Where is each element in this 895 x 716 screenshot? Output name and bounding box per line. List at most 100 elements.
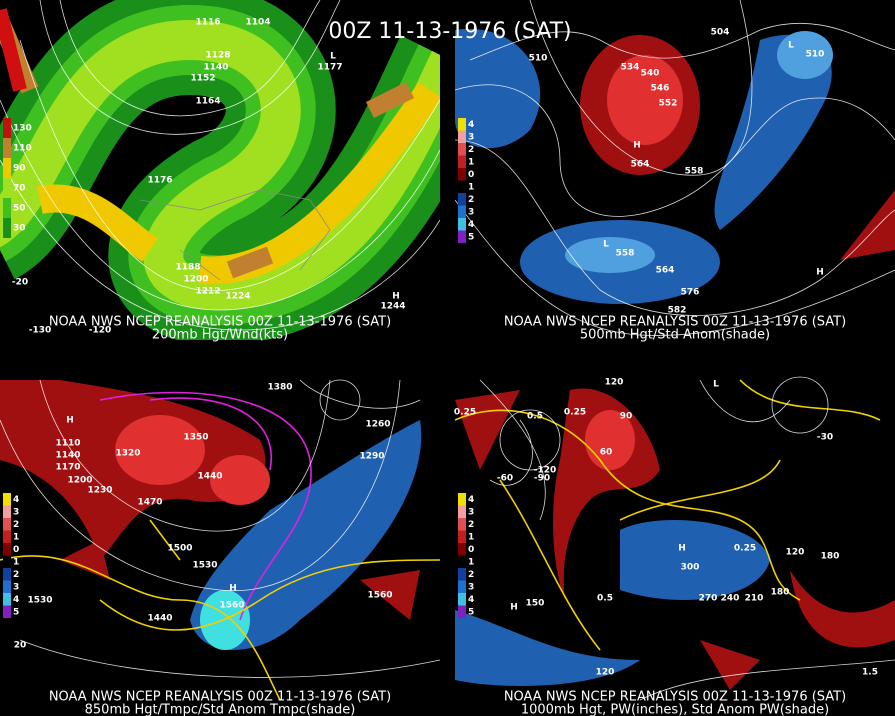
contour-label: 1440 — [197, 472, 222, 482]
contour-label: L — [788, 41, 794, 51]
contour-label: 1200 — [67, 476, 92, 486]
legend-swatch — [3, 505, 11, 518]
contour-label: 300 — [681, 563, 700, 573]
contour-label: 510 — [806, 50, 825, 60]
legend-swatch — [458, 543, 466, 556]
contour-label: 120 — [786, 548, 805, 558]
contour-label: H — [816, 268, 824, 278]
legend-label: 2 — [468, 145, 474, 155]
contour-label: 1560 — [367, 591, 392, 601]
legend-swatch — [458, 580, 466, 593]
legend-swatch — [3, 605, 11, 618]
caption-line-2: 200mb Hgt/Wnd(kts) — [152, 328, 288, 343]
contour-label: 270 — [699, 594, 718, 604]
legend-label: 70 — [13, 184, 26, 194]
legend-label: 4 — [468, 220, 474, 230]
contour-label: 120 — [605, 378, 624, 388]
contour-label: H — [678, 544, 686, 554]
legend-label: 0 — [468, 170, 474, 180]
contour-label: 504 — [711, 28, 730, 38]
legend-label: 1 — [468, 182, 474, 192]
contour-label: 534 — [621, 63, 640, 73]
contour-label: 0.25 — [454, 408, 476, 418]
contour-label: 210 — [745, 594, 764, 604]
legend-swatch — [458, 605, 466, 618]
contour-label: 582 — [668, 306, 687, 316]
contour-label: 1200 — [183, 275, 208, 285]
contour-label: 1110 — [55, 439, 80, 449]
caption-line-2: 500mb Hgt/Std Anom(shade) — [580, 328, 770, 343]
contour-label: 1290 — [359, 452, 384, 462]
annotations: NOAA NWS NCEP REANALYSIS 00Z 11-13-1976 … — [3, 18, 878, 716]
contour-label: L — [713, 380, 719, 390]
legend-swatch — [3, 218, 11, 238]
contour-label: 0.5 — [597, 594, 613, 604]
legend-label: 3 — [468, 132, 474, 142]
contour-label: 1140 — [203, 63, 228, 73]
contour-label: -20 — [12, 278, 28, 288]
legend-swatch — [458, 193, 466, 206]
contour-label: 546 — [651, 84, 670, 94]
legend-swatch — [458, 118, 466, 131]
legend-swatch — [3, 593, 11, 606]
legend-swatch — [3, 555, 11, 568]
contour-label: 150 — [526, 599, 545, 609]
legend-swatch — [3, 530, 11, 543]
legend-label: 3 — [13, 507, 19, 517]
contour-label: 1224 — [225, 292, 250, 302]
contour-label: 1152 — [190, 74, 215, 84]
contour-label: 558 — [616, 249, 635, 259]
caption-line-1: NOAA NWS NCEP REANALYSIS 00Z 11-13-1976 … — [504, 315, 846, 330]
legend-label: 5 — [468, 607, 474, 617]
legend-swatch — [3, 543, 11, 556]
contour-label: 0.25 — [734, 544, 756, 554]
contour-label: -90 — [534, 474, 550, 484]
legend-label: 5 — [13, 607, 19, 617]
legend-swatch — [458, 593, 466, 606]
contour-label: 1170 — [55, 463, 80, 473]
contour-label: 510 — [529, 54, 548, 64]
legend-swatch — [3, 493, 11, 506]
legend-swatch — [3, 518, 11, 531]
legend-label: 4 — [468, 595, 474, 605]
contour-label: -60 — [497, 474, 513, 484]
contour-label: -30 — [817, 433, 833, 443]
contour-label: 564 — [656, 266, 675, 276]
contour-label: H — [392, 292, 400, 302]
contour-label: 1440 — [147, 614, 172, 624]
contour-label: 120 — [596, 668, 615, 678]
contour-label: 1470 — [137, 498, 162, 508]
contour-label: 180 — [821, 552, 840, 562]
legend-label: 1 — [13, 532, 19, 542]
contour-label: L — [603, 240, 609, 250]
legend-swatch — [3, 178, 11, 198]
contour-label: 1500 — [167, 544, 192, 554]
legend-label: 2 — [468, 520, 474, 530]
contour-label: 0.25 — [564, 408, 586, 418]
legend-swatch — [458, 168, 466, 181]
legend-label: 4 — [13, 595, 19, 605]
legend-label: 1 — [468, 557, 474, 567]
contour-label: 1530 — [192, 561, 217, 571]
contour-label: 20 — [14, 641, 27, 651]
contour-label: 1350 — [183, 433, 208, 443]
contour-label: 1560 — [219, 601, 244, 611]
contour-label: 1320 — [115, 449, 140, 459]
panel-200mb — [0, 0, 440, 340]
contour-label: 1177 — [317, 63, 342, 73]
contour-label: L — [330, 52, 336, 62]
legend-label: 110 — [13, 144, 32, 154]
contour-label: 1176 — [147, 176, 172, 186]
legend-label: 2 — [13, 520, 19, 530]
contour-label: 1530 — [27, 596, 52, 606]
legend-label: 4 — [468, 120, 474, 130]
contour-label: 60 — [600, 448, 613, 458]
contour-label: 552 — [659, 99, 678, 109]
contour-label: 1188 — [175, 263, 200, 273]
contour-label: 564 — [631, 160, 650, 170]
contour-label: 240 — [721, 594, 740, 604]
legend-label: 0 — [468, 545, 474, 555]
contour-label: 576 — [681, 288, 700, 298]
contour-label: 558 — [685, 167, 704, 177]
